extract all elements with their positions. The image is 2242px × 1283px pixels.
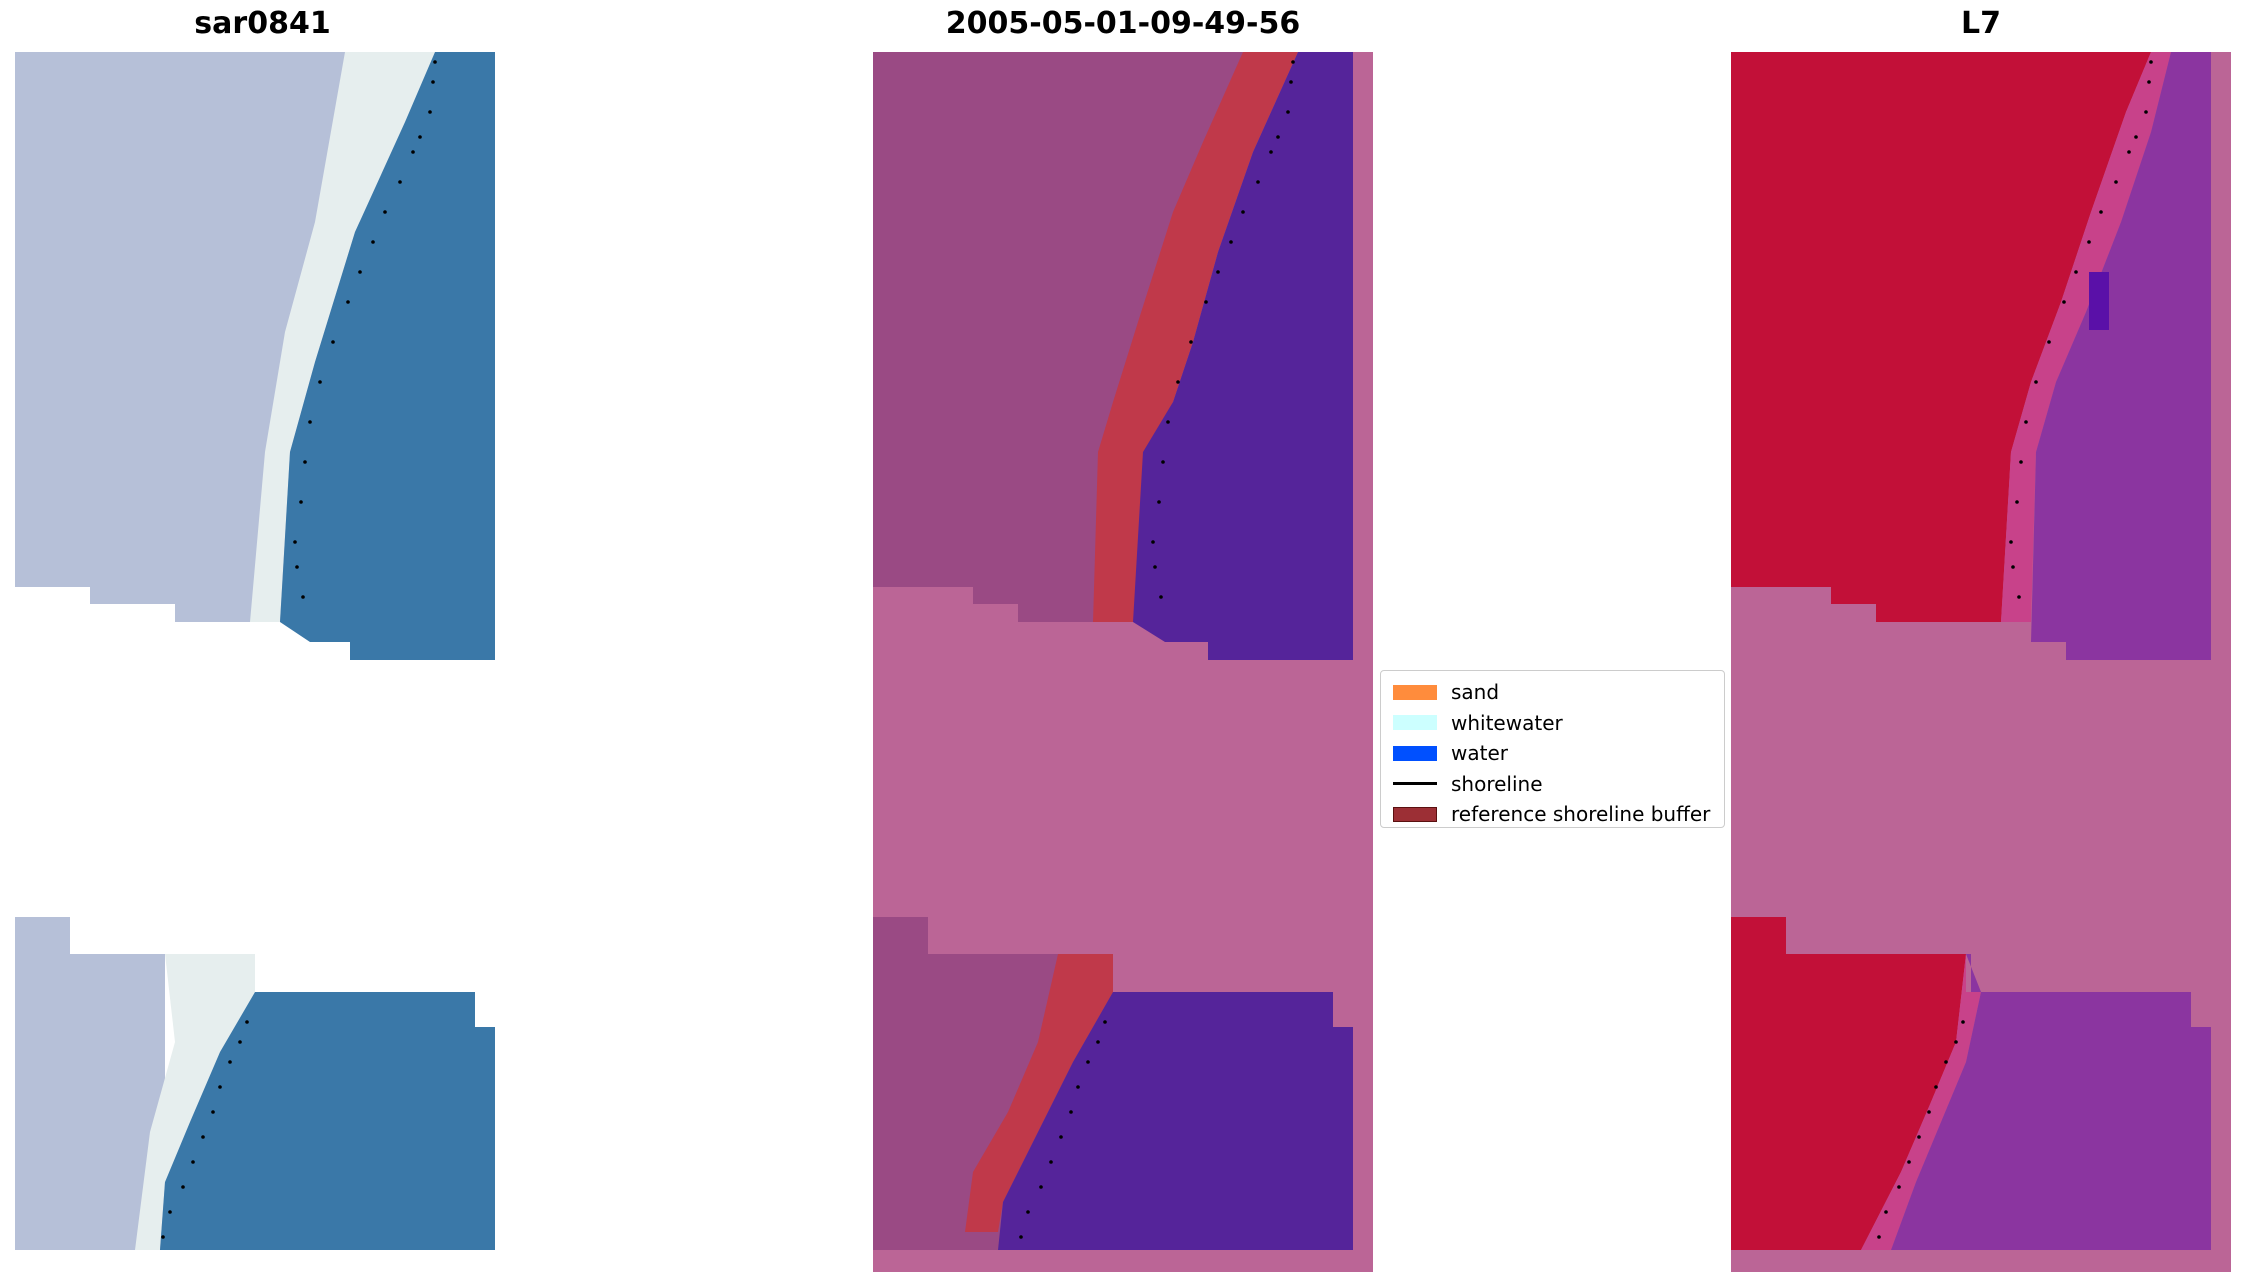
l7-image-panel: [1731, 52, 2231, 1272]
shoreline-classified: [1019, 60, 1295, 1239]
legend-item-sand: sand: [1387, 677, 1718, 708]
legend-item-shoreline: shoreline: [1387, 769, 1718, 800]
legend-swatch-water: [1393, 745, 1437, 761]
rgb-whitewater-lower: [135, 954, 255, 1250]
rgb-whitewater-upper: [250, 52, 435, 622]
legend-swatch-whitewater: [1393, 715, 1437, 731]
buffer-lower: [965, 954, 1113, 1232]
legend-label-water: water: [1451, 741, 1508, 766]
legend-label-shoreline: shoreline: [1451, 771, 1543, 796]
shoreline-upper: [293, 60, 437, 599]
l7-land-upper: [1731, 52, 2151, 622]
legend-item-whitewater: whitewater: [1387, 708, 1718, 739]
shoreline-lower: [161, 1020, 249, 1239]
legend-item-water: water: [1387, 738, 1718, 769]
l7-dark-patch: [2089, 272, 2109, 330]
legend-label-whitewater: whitewater: [1451, 710, 1563, 735]
l7-water-upper: [2031, 52, 2211, 660]
l7-transition-upper: [2001, 52, 2171, 622]
classified-water-upper: [1133, 52, 1353, 660]
classified-water-lower: [998, 992, 1353, 1250]
shoreline-l7: [1877, 60, 2153, 1239]
panel-title-rgb: sar0841: [194, 6, 331, 41]
l7-water-lower: [1891, 954, 2211, 1250]
legend: sand whitewater water shoreline referenc…: [1380, 670, 1725, 828]
rgb-water-upper: [280, 52, 495, 660]
l7-land-lower: [1731, 917, 1966, 1250]
rgb-land-lower: [15, 917, 165, 1250]
rgb-image-panel: [15, 52, 495, 1250]
panel-title-classified: 2005-05-01-09-49-56: [945, 6, 1301, 41]
legend-item-reference-shoreline-buffer: reference shoreline buffer: [1387, 799, 1718, 830]
rgb-water-lower: [160, 992, 495, 1250]
classified-image-panel: [873, 52, 1373, 1272]
panel-title-l7: L7: [1961, 6, 2001, 41]
legend-label-sand: sand: [1451, 680, 1500, 705]
classified-land-upper: [873, 52, 1243, 622]
legend-swatch-sand: [1393, 684, 1437, 700]
legend-swatch-buffer: [1393, 806, 1437, 822]
legend-label-buffer: reference shoreline buffer: [1451, 802, 1711, 827]
legend-line-shoreline: [1393, 782, 1437, 786]
